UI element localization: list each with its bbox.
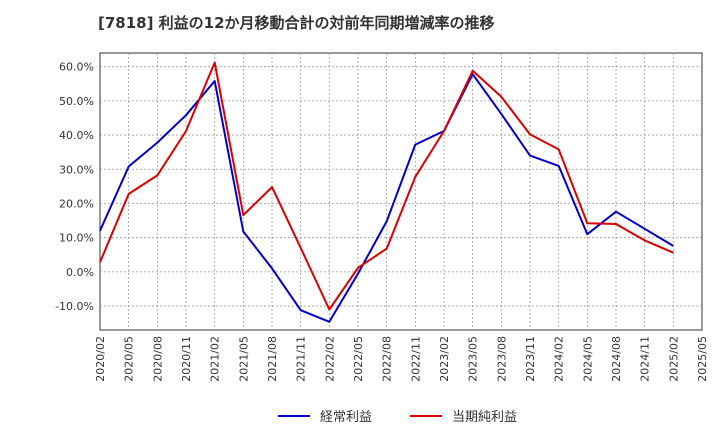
x-tick-label: 2021/05 bbox=[237, 336, 250, 382]
x-tick-label: 2021/08 bbox=[266, 336, 279, 382]
x-tick-label: 2020/05 bbox=[123, 336, 136, 382]
x-tick-label: 2020/11 bbox=[180, 336, 193, 382]
x-tick-label: 2023/02 bbox=[438, 336, 451, 382]
series-lines bbox=[99, 61, 674, 323]
x-tick-label: 2024/11 bbox=[639, 336, 652, 382]
x-tick-label: 2025/05 bbox=[696, 336, 709, 382]
x-tick-label: 2022/08 bbox=[381, 336, 394, 382]
grid-lines bbox=[100, 53, 702, 330]
x-tick-label: 2024/08 bbox=[610, 336, 623, 382]
x-tick-label: 2020/02 bbox=[94, 336, 107, 382]
x-tick-label: 2023/05 bbox=[467, 336, 480, 382]
legend-label-keijo: 経常利益 bbox=[320, 410, 372, 425]
y-tick-label: 0.0% bbox=[66, 266, 94, 279]
series-line-keijo bbox=[99, 73, 674, 323]
series-line-toki bbox=[99, 61, 674, 311]
plot-area bbox=[99, 52, 703, 331]
x-tick-label: 2023/11 bbox=[524, 336, 537, 382]
y-tick-label: -10.0% bbox=[55, 300, 94, 313]
x-tick-label: 2024/05 bbox=[581, 336, 594, 382]
x-tick-label: 2022/05 bbox=[352, 336, 365, 382]
y-tick-label: 30.0% bbox=[59, 163, 94, 176]
x-tick-label: 2024/02 bbox=[553, 336, 566, 382]
legend: 経常利益 当期純利益 bbox=[278, 410, 517, 425]
x-tick-label: 2022/11 bbox=[409, 336, 422, 382]
x-tick-label: 2021/02 bbox=[209, 336, 222, 382]
x-tick-label: 2023/08 bbox=[495, 336, 508, 382]
legend-label-toki: 当期純利益 bbox=[452, 410, 517, 425]
x-tick-label: 2021/11 bbox=[295, 336, 308, 382]
x-tick-label: 2020/08 bbox=[151, 336, 164, 382]
x-axis-ticks: 2020/02 2020/05 2020/08 2020/11 2021/02 2021/… bbox=[94, 336, 709, 382]
y-axis-ticks: -10.0% 0.0% 10.0% 20.0% 30.0% 40.0% 50.0% 60.0% bbox=[55, 61, 94, 313]
y-tick-label: 50.0% bbox=[59, 95, 94, 108]
y-tick-label: 40.0% bbox=[59, 129, 94, 142]
x-tick-label: 2025/02 bbox=[667, 336, 680, 382]
x-tick-label: 2022/02 bbox=[323, 336, 336, 382]
y-tick-label: 10.0% bbox=[59, 232, 94, 245]
chart-title: [7818] 利益の12か月移動合計の対前年同期増減率の推移 bbox=[98, 14, 495, 32]
y-tick-label: 20.0% bbox=[59, 197, 94, 210]
y-tick-label: 60.0% bbox=[59, 61, 94, 74]
